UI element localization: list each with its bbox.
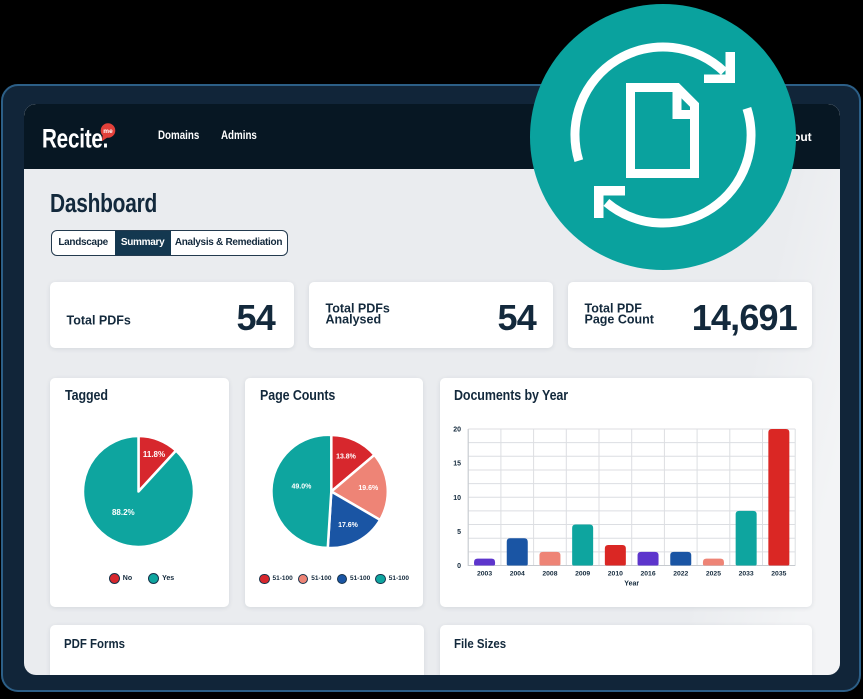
svg-text:13.8%: 13.8%: [336, 453, 357, 460]
svg-text:10: 10: [453, 494, 461, 501]
svg-text:2033: 2033: [739, 570, 754, 577]
svg-text:2010: 2010: [608, 570, 623, 577]
svg-text:19.6%: 19.6%: [358, 485, 379, 492]
svg-text:17.6%: 17.6%: [338, 522, 359, 529]
svg-text:2009: 2009: [575, 570, 590, 577]
svg-text:2035: 2035: [771, 570, 786, 577]
svg-text:2016: 2016: [640, 570, 655, 577]
svg-text:11.8%: 11.8%: [143, 450, 165, 459]
svg-text:Recite.: Recite.: [42, 124, 108, 154]
svg-text:0: 0: [457, 563, 461, 570]
svg-text:Year: Year: [624, 580, 639, 587]
svg-text:49.0%: 49.0%: [291, 483, 312, 490]
svg-text:2003: 2003: [477, 570, 492, 577]
svg-text:2004: 2004: [510, 570, 525, 577]
svg-text:20: 20: [453, 426, 461, 433]
svg-text:2008: 2008: [542, 570, 557, 577]
svg-text:88.2%: 88.2%: [112, 508, 135, 517]
svg-text:15: 15: [453, 460, 461, 467]
svg-text:2025: 2025: [706, 570, 721, 577]
svg-text:2022: 2022: [673, 570, 688, 577]
svg-text:5: 5: [457, 528, 461, 535]
svg-text:me: me: [103, 128, 113, 135]
